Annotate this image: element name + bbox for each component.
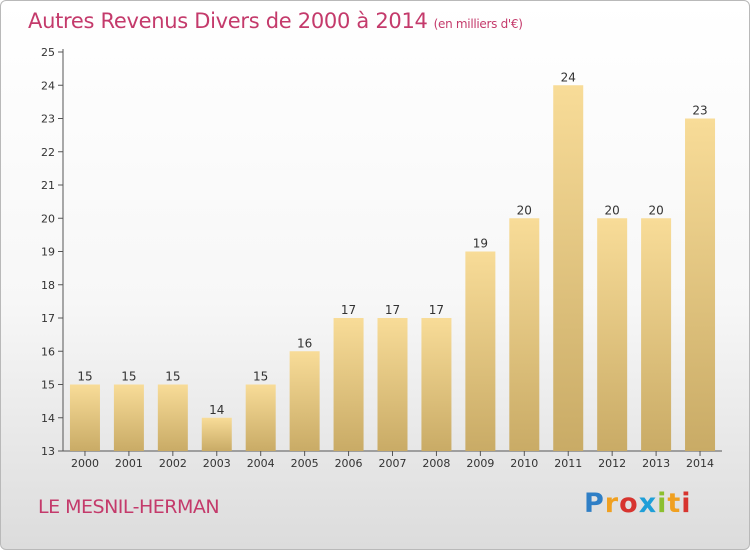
data-label-2010: 20 — [517, 203, 532, 217]
y-tick-label: 13 — [41, 445, 55, 458]
y-tick-label: 22 — [41, 146, 55, 159]
bar-2004 — [245, 384, 276, 451]
x-tick-label: 2011 — [554, 457, 582, 470]
data-label-2012: 20 — [605, 203, 620, 217]
x-tick-label: 2009 — [466, 457, 494, 470]
chart-bars — [69, 85, 716, 451]
bar-2005 — [289, 351, 320, 451]
chart-subtitle: (en milliers d'€) — [433, 17, 523, 31]
data-label-2008: 17 — [429, 303, 444, 317]
data-label-2004: 15 — [253, 370, 268, 384]
y-tick-label: 24 — [41, 79, 55, 92]
data-label-2000: 15 — [77, 370, 92, 384]
y-tick-label: 25 — [41, 46, 55, 59]
x-tick-label: 2010 — [510, 457, 538, 470]
chart-data-labels: 15 15 15 14 15 16 17 17 17 19 20 24 20 20 23 — [77, 70, 707, 417]
bar-2014 — [685, 118, 716, 451]
logo-letter: r — [604, 488, 620, 519]
y-tick-label: 18 — [41, 279, 55, 292]
x-tick-label: 2004 — [247, 457, 275, 470]
logo-letter: i — [681, 488, 692, 519]
data-label-2006: 17 — [341, 303, 356, 317]
y-tick-label: 19 — [41, 246, 55, 259]
logo-letter: x — [638, 488, 658, 519]
chart-title-text: Autres Revenus Divers de 2000 à 2014 — [28, 9, 428, 33]
proxiti-logo: Proxiti — [584, 488, 692, 519]
data-label-2001: 15 — [121, 370, 136, 384]
data-label-2013: 20 — [648, 203, 663, 217]
y-tick-label: 23 — [41, 113, 55, 126]
logo-letter: t — [667, 488, 682, 519]
y-tick-label: 21 — [41, 179, 55, 192]
x-tick-label: 2001 — [115, 457, 143, 470]
x-tick-label: 2008 — [422, 457, 450, 470]
data-label-2009: 19 — [473, 237, 488, 251]
x-tick-label: 2007 — [379, 457, 407, 470]
bar-2009 — [465, 251, 496, 451]
y-tick-label: 17 — [41, 312, 55, 325]
chart-title: Autres Revenus Divers de 2000 à 2014 (en … — [28, 9, 523, 33]
x-tick-label: 2014 — [686, 457, 714, 470]
bar-2003 — [201, 417, 232, 451]
x-tick-label: 2005 — [291, 457, 319, 470]
x-tick-label: 2002 — [159, 457, 187, 470]
bar-2001 — [113, 384, 144, 451]
x-tick-label: 2013 — [642, 457, 670, 470]
data-label-2014: 23 — [692, 104, 707, 118]
y-tick-label: 15 — [41, 379, 55, 392]
y-tick-label: 16 — [41, 345, 55, 358]
logo-letter: i — [657, 488, 668, 519]
x-tick-label: 2000 — [71, 457, 99, 470]
y-tick-label: 14 — [41, 412, 55, 425]
bar-2011 — [553, 85, 584, 451]
logo-letter: o — [619, 488, 639, 519]
bar-2012 — [597, 218, 628, 451]
data-label-2011: 24 — [561, 70, 576, 84]
bar-2008 — [421, 318, 452, 451]
bar-2007 — [377, 318, 408, 451]
x-tick-label: 2012 — [598, 457, 626, 470]
x-tick-label: 2006 — [335, 457, 363, 470]
commune-name: LE MESNIL-HERMAN — [38, 496, 220, 518]
y-tick-label: 20 — [41, 212, 55, 225]
data-label-2003: 14 — [209, 403, 224, 417]
bar-2010 — [509, 218, 540, 451]
chart-axes: 13 14 15 16 17 18 19 20 21 22 23 24 25 2000 2001 2002 20… — [41, 46, 722, 470]
bar-2002 — [157, 384, 188, 451]
bar-2006 — [333, 318, 364, 451]
bar-2000 — [69, 384, 100, 451]
data-label-2005: 16 — [297, 336, 312, 350]
logo-letter: P — [584, 488, 605, 519]
data-label-2002: 15 — [165, 370, 180, 384]
bar-2013 — [641, 218, 672, 451]
data-label-2007: 17 — [385, 303, 400, 317]
x-tick-label: 2003 — [203, 457, 231, 470]
